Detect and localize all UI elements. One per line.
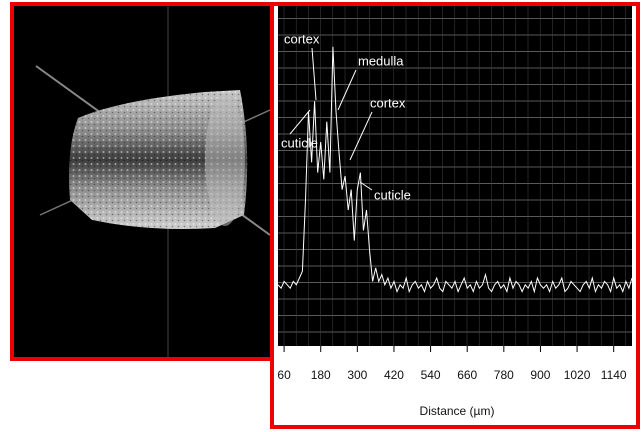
annotation: cortex <box>370 95 406 110</box>
x-tick-label: 780 <box>494 368 514 382</box>
annotation: cuticle <box>374 187 411 202</box>
x-tick-label: 1020 <box>564 368 591 382</box>
x-tick-label: 300 <box>347 368 367 382</box>
image-panel <box>12 4 275 359</box>
x-tick-label: 1140 <box>601 368 627 382</box>
annotation: medulla <box>358 53 404 68</box>
x-tick-label: 660 <box>457 368 477 382</box>
x-tick-label: 420 <box>384 368 404 382</box>
x-tick-label: 60 <box>277 368 291 382</box>
x-tick-label: 180 <box>311 368 331 382</box>
x-tick-label: 540 <box>421 368 441 382</box>
x-axis-label: Distance (µm) <box>420 404 495 418</box>
annotation: cortex <box>284 31 320 46</box>
annotation: cuticle <box>281 135 318 150</box>
fiber-end <box>205 94 245 226</box>
x-tick-label: 900 <box>530 368 550 382</box>
figure: cortex medulla cortex cuticle cuticle Distan… <box>0 0 644 432</box>
page: cortex medulla cortex cuticle cuticle Distan… <box>0 0 644 432</box>
